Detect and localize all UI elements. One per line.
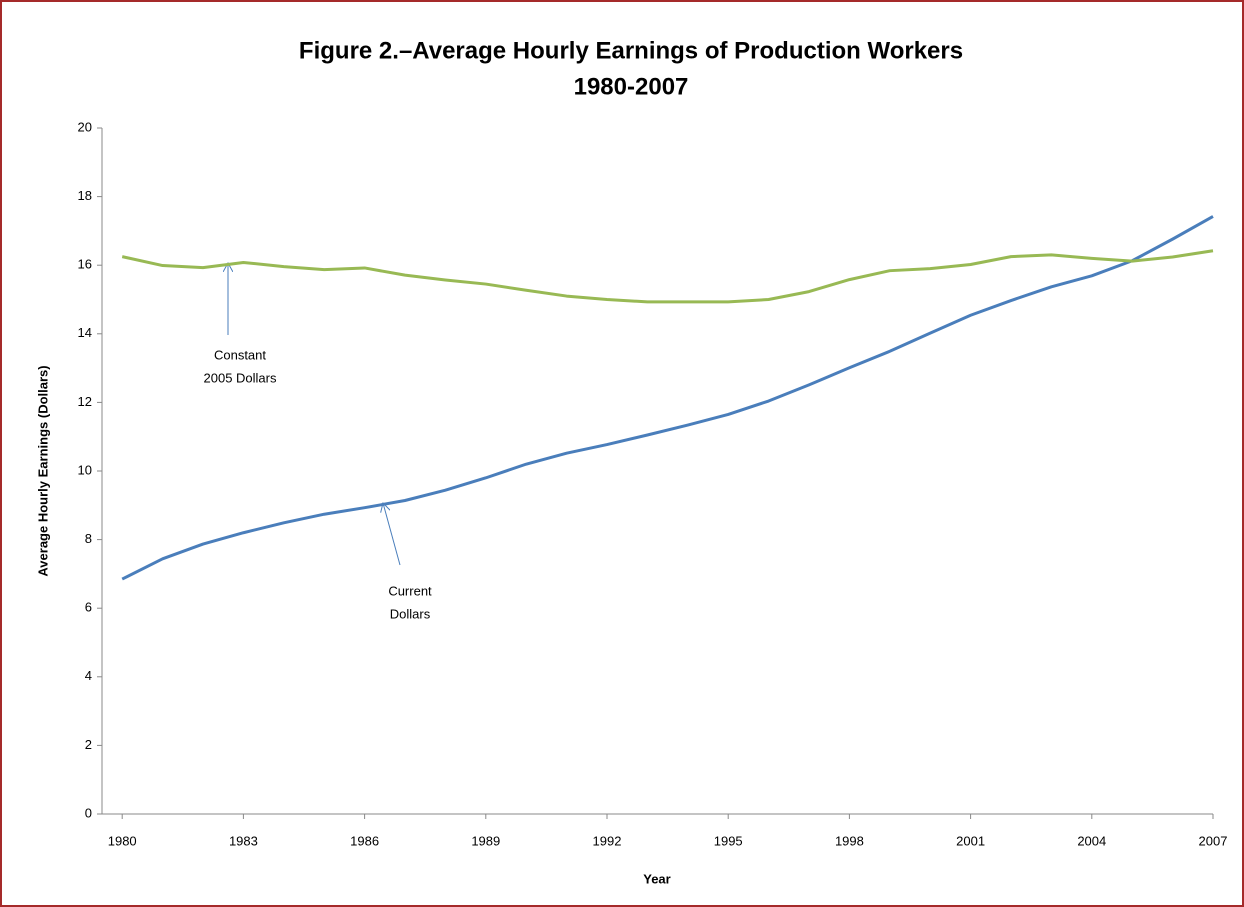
annotation: Dollars [390, 606, 431, 621]
y-tick-label: 14 [78, 325, 92, 340]
series-line [121, 215, 1214, 581]
y-tick-label: 2 [85, 737, 92, 752]
x-tick-label: 1980 [108, 833, 137, 848]
y-tick-label: 6 [85, 600, 92, 615]
x-axis-title: Year [643, 871, 670, 886]
y-tick-label: 4 [85, 668, 92, 683]
y-tick-label: 16 [78, 257, 92, 272]
x-tick-label: 2001 [956, 833, 985, 848]
y-tick-label: 18 [78, 188, 92, 203]
chart-title: Figure 2.–Average Hourly Earnings of Pro… [299, 37, 963, 64]
y-tick-label: 10 [78, 462, 92, 477]
x-tick-label: 1995 [714, 833, 743, 848]
x-tick-label: 1989 [471, 833, 500, 848]
series-line [121, 249, 1214, 304]
y-tick-label: 20 [78, 119, 92, 134]
annotation: 2005 Dollars [204, 370, 277, 385]
annotation: Current [388, 583, 432, 598]
y-tick-label: 0 [85, 805, 92, 820]
x-tick-label: 1992 [593, 833, 622, 848]
chart-subtitle: 1980-2007 [574, 73, 689, 100]
y-tick-label: 8 [85, 531, 92, 546]
x-tick-label: 1986 [350, 833, 379, 848]
x-tick-label: 2007 [1199, 833, 1228, 848]
x-tick-label: 1998 [835, 833, 864, 848]
annotation-arrow [383, 503, 401, 566]
y-axis-title: Average Hourly Earnings (Dollars) [35, 365, 50, 576]
y-tick-label: 12 [78, 394, 92, 409]
annotation: Constant [214, 347, 266, 362]
x-tick-label: 2004 [1077, 833, 1106, 848]
x-tick-label: 1983 [229, 833, 258, 848]
